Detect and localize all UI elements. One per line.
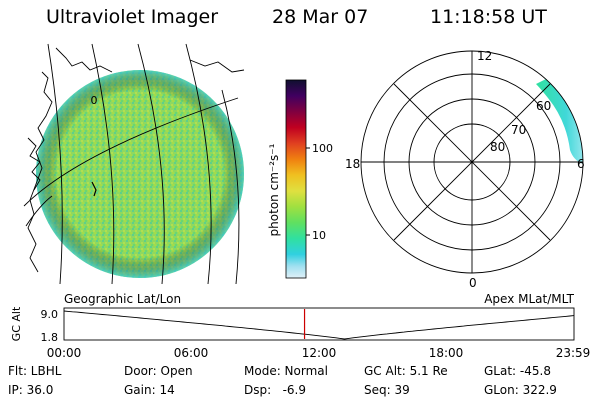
sequence-status: Seq: 39: [364, 383, 410, 397]
colorbar-label: photon cm⁻²s⁻¹: [267, 143, 281, 236]
mlat-label-60: 60: [536, 99, 551, 113]
meridian-line: [137, 43, 165, 284]
polar-panel-label: Apex MLat/MLT: [484, 292, 574, 306]
polar-diagonal: [393, 83, 551, 241]
timeline-axis-label: GC Alt: [10, 306, 23, 341]
coastline-west: [27, 71, 53, 273]
colorbar-tick-100: 100: [312, 142, 333, 155]
island-mark: [91, 181, 97, 197]
timeline-frame: [63, 307, 575, 341]
latitude-line: [23, 97, 239, 207]
mlt-label-12: 12: [477, 49, 492, 63]
meridian-line: [185, 43, 212, 284]
meridian-line: [47, 43, 63, 284]
door-status: Door: Open: [124, 364, 193, 378]
time-label: 11:18:58 UT: [430, 6, 547, 28]
colorbar-gradient: [285, 79, 307, 279]
altitude-timeline: GC Alt 9.0 1.8 00:00 06:00 12:00 18:00 2…: [10, 306, 590, 360]
meridian-line: [91, 43, 115, 284]
timeline-xtick: 06:00: [174, 346, 209, 360]
gc-alt-status: GC Alt: 5.1 Re: [364, 364, 448, 378]
polar-mlt-panel: 12 18 6 0 60 70 80: [345, 49, 585, 290]
dsp-status: Dsp: -6.9: [244, 383, 307, 397]
timeline-ytick-low: 1.8: [41, 331, 59, 344]
timeline-ytick-high: 9.0: [41, 308, 59, 321]
coastline-north: [55, 47, 113, 73]
mlt-label-0: 0: [469, 276, 477, 290]
mlat-label-70: 70: [511, 123, 526, 137]
timeline-xtick: 18:00: [429, 346, 464, 360]
geo-lat-status: GLat: -45.8: [484, 364, 551, 378]
earth-limb: [36, 70, 244, 278]
timeline-xtick: 23:59: [556, 346, 591, 360]
coastline-northeast: [189, 59, 245, 73]
app-title: Ultraviolet Imager: [46, 6, 219, 28]
geo-lon-status: GLon: 322.9: [484, 383, 557, 397]
ip-status: IP: 36.0: [8, 383, 54, 397]
coastline-islands: [27, 137, 41, 191]
geo-marker-label: 0: [91, 94, 98, 107]
gain-status: Gain: 14: [124, 383, 175, 397]
geographic-image-panel: 0: [23, 43, 245, 284]
timeline-xtick: 00:00: [47, 346, 82, 360]
date-label: 28 Mar 07: [272, 6, 369, 28]
colorbar-tick-10: 10: [312, 229, 326, 242]
timeline-xtick: 12:00: [302, 346, 337, 360]
mode-status: Mode: Normal: [244, 364, 328, 378]
colorbar: 100 10 photon cm⁻²s⁻¹: [267, 79, 333, 279]
mlt-label-6: 6: [577, 157, 585, 171]
geo-panel-label: Geographic Lat/Lon: [64, 292, 181, 306]
mlt-label-18: 18: [345, 157, 360, 171]
aurora-oval: [536, 78, 583, 165]
meridian-line: [221, 89, 240, 284]
latitude-line: [25, 195, 53, 227]
mlat-label-80: 80: [490, 140, 505, 154]
altitude-curve: [63, 310, 575, 340]
filter-status: Flt: LBHL: [8, 364, 62, 378]
